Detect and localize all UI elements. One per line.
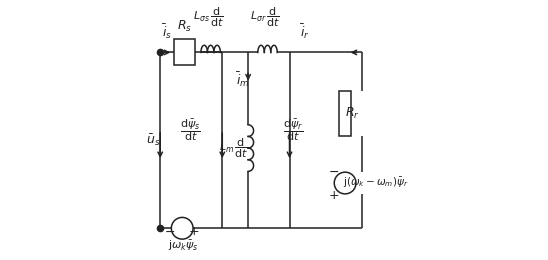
Text: $\bar{i}_s$: $\bar{i}_s$ [162,22,172,41]
Text: $L_{\sigma s}\,\dfrac{\mathrm{d}}{\mathrm{d}t}$: $L_{\sigma s}\,\dfrac{\mathrm{d}}{\mathr… [192,6,224,29]
Text: $\bar{i}_m$: $\bar{i}_m$ [236,70,249,89]
Text: $-$: $-$ [328,165,340,178]
Circle shape [172,217,193,239]
Bar [339,90,351,136]
Circle shape [334,172,356,194]
Text: $\mathrm{j}(\omega_k-\omega_m)\bar{\psi}_r$: $\mathrm{j}(\omega_k-\omega_m)\bar{\psi}… [344,176,409,190]
Text: $+$: $+$ [187,225,199,238]
Text: $+$: $+$ [328,189,340,202]
Text: $L_m\,\dfrac{\mathrm{d}}{\mathrm{d}t}$: $L_m\,\dfrac{\mathrm{d}}{\mathrm{d}t}$ [219,136,249,160]
Text: $\dfrac{\mathrm{d}\bar{\psi}_s}{\mathrm{d}t}$: $\dfrac{\mathrm{d}\bar{\psi}_s}{\mathrm{… [180,117,201,143]
Text: $-$: $-$ [164,225,175,238]
Text: $R_s$: $R_s$ [177,19,192,34]
Text: $R_r$: $R_r$ [345,106,359,121]
Text: $L_{\sigma r}\,\dfrac{\mathrm{d}}{\mathrm{d}t}$: $L_{\sigma r}\,\dfrac{\mathrm{d}}{\mathr… [250,6,280,29]
Text: $\bar{i}_r$: $\bar{i}_r$ [300,22,310,41]
Text: $\dfrac{\mathrm{d}\bar{\psi}_r}{\mathrm{d}t}$: $\dfrac{\mathrm{d}\bar{\psi}_r}{\mathrm{… [283,117,303,143]
Text: $\bar{u}_s$: $\bar{u}_s$ [146,133,160,148]
Text: $\mathrm{j}\omega_k\bar{\psi}_s$: $\mathrm{j}\omega_k\bar{\psi}_s$ [168,239,198,253]
Bar [174,40,195,65]
